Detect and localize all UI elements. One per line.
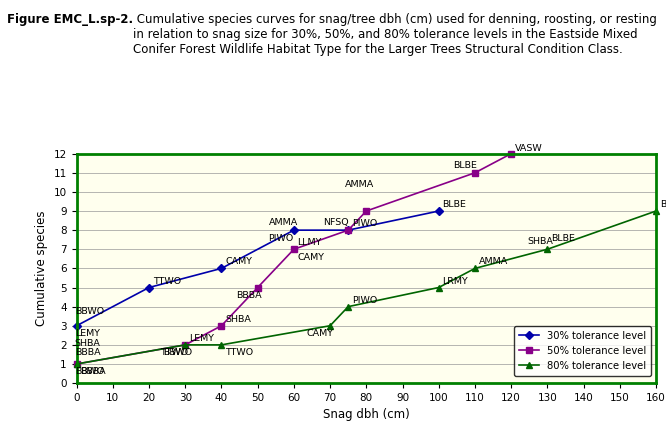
50% tolerance level [471, 170, 479, 175]
80% tolerance level [217, 342, 225, 347]
Text: LRMY: LRMY [442, 277, 468, 285]
Text: CAMY: CAMY [298, 253, 324, 262]
Text: CAMY: CAMY [306, 329, 334, 338]
Text: LEMY: LEMY [75, 329, 100, 338]
80% tolerance level [652, 208, 660, 213]
80% tolerance level [543, 247, 551, 252]
Text: BBWO: BBWO [75, 307, 104, 316]
Text: PIWO: PIWO [352, 296, 377, 305]
Line: 80% tolerance level: 80% tolerance level [73, 208, 659, 368]
X-axis label: Snag dbh (cm): Snag dbh (cm) [323, 408, 410, 421]
30% tolerance level [73, 323, 81, 328]
Text: BLBE: BLBE [442, 200, 466, 209]
50% tolerance level [507, 151, 515, 156]
Text: SHBA: SHBA [225, 315, 251, 324]
50% tolerance level [362, 208, 370, 213]
Text: LEMY: LEMY [189, 334, 214, 343]
50% tolerance level [181, 342, 189, 347]
Text: NFSQ: NFSQ [323, 218, 348, 227]
Text: BBBA: BBBA [659, 200, 666, 209]
Text: BLBE: BLBE [453, 161, 477, 170]
Line: 50% tolerance level: 50% tolerance level [74, 151, 514, 367]
Text: SHBA: SHBA [75, 339, 101, 348]
Text: PIWO: PIWO [268, 234, 294, 242]
Text: BBBA: BBBA [80, 368, 106, 376]
Text: PIWO: PIWO [352, 219, 377, 228]
Text: Figure EMC_L.sp-2.: Figure EMC_L.sp-2. [7, 13, 133, 26]
Line: 30% tolerance level: 30% tolerance level [74, 208, 442, 328]
Text: SHBA: SHBA [527, 237, 553, 246]
50% tolerance level [217, 323, 225, 328]
30% tolerance level [435, 208, 443, 213]
Text: BBWO: BBWO [163, 348, 192, 357]
Text: TTWO: TTWO [160, 348, 188, 357]
Text: AMMA: AMMA [479, 258, 507, 266]
Text: BBWO: BBWO [75, 368, 104, 376]
Text: TTWO: TTWO [225, 348, 253, 357]
80% tolerance level [435, 285, 443, 290]
Text: AMMA: AMMA [344, 180, 374, 189]
50% tolerance level [290, 247, 298, 252]
80% tolerance level [181, 342, 189, 347]
50% tolerance level [254, 285, 262, 290]
80% tolerance level [326, 323, 334, 328]
Text: BBBA: BBBA [75, 348, 101, 357]
80% tolerance level [471, 266, 479, 271]
30% tolerance level [344, 228, 352, 233]
30% tolerance level [145, 285, 153, 290]
Text: AMMA: AMMA [268, 218, 298, 227]
80% tolerance level [73, 362, 81, 367]
Text: BLBE: BLBE [551, 234, 575, 242]
Text: CAMY: CAMY [225, 258, 252, 266]
Text: LLMY: LLMY [298, 238, 322, 248]
Legend: 30% tolerance level, 50% tolerance level, 80% tolerance level: 30% tolerance level, 50% tolerance level… [513, 326, 651, 376]
30% tolerance level [290, 228, 298, 233]
Text: VASW: VASW [515, 144, 543, 153]
80% tolerance level [344, 304, 352, 309]
50% tolerance level [73, 362, 81, 367]
50% tolerance level [344, 228, 352, 233]
Text: BBBA: BBBA [236, 291, 262, 300]
30% tolerance level [217, 266, 225, 271]
Y-axis label: Cumulative species: Cumulative species [35, 210, 48, 326]
Text: Cumulative species curves for snag/tree dbh (cm) used for denning, roosting, or : Cumulative species curves for snag/tree … [133, 13, 657, 56]
Text: TTWO: TTWO [153, 277, 180, 285]
